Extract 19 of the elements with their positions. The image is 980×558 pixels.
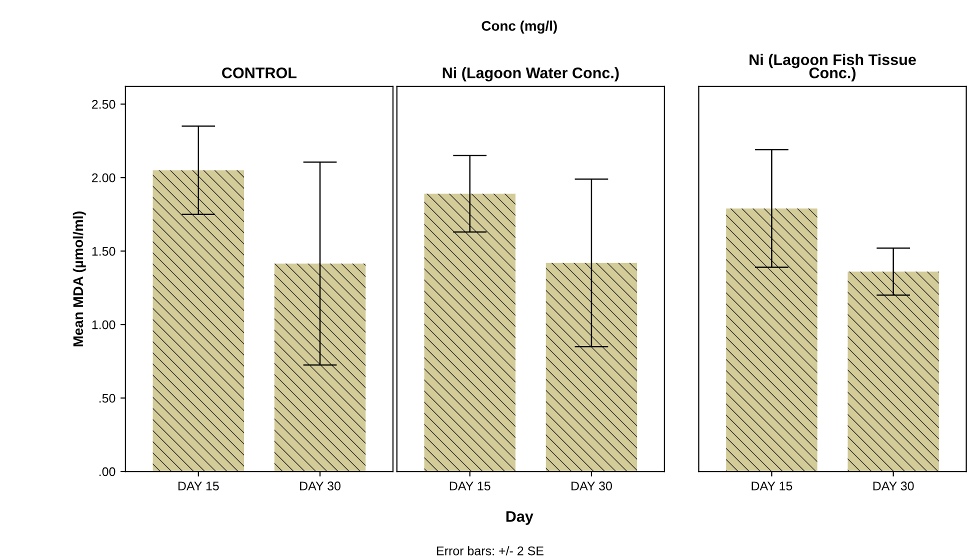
text: Conc (mg/l): [482, 20, 557, 34]
chart-title: CONTROL: [222, 67, 297, 78]
x-tick-label: DAY 15: [450, 482, 490, 490]
y-tick-label: .00: [99, 467, 116, 476]
x-tick-label: DAY 30: [572, 482, 612, 490]
y-tick-label: 1.50: [92, 246, 116, 256]
x-axis-title: Day: [506, 511, 534, 525]
x-tick-label: DAY 30: [873, 482, 914, 490]
y-tick-label: .50: [99, 394, 116, 403]
y-tick-label: 1.00: [92, 320, 116, 330]
x-tick-label: DAY 30: [300, 482, 340, 490]
x-tick-label: DAY 15: [178, 482, 219, 490]
text: Error bars: +/- 2 SE: [437, 546, 544, 556]
y-tick-label: 2.50: [92, 100, 116, 109]
chart-title: Ni (Lagoon Water Conc.): [442, 67, 619, 82]
y-axis-title: Mean MDA (µmol/ml): [72, 212, 86, 346]
x-tick-label: DAY 15: [752, 482, 792, 490]
chart-title: Ni (Lagoon Fish Tissue Conc.): [750, 54, 916, 82]
y-tick-label: 2.00: [92, 173, 116, 182]
